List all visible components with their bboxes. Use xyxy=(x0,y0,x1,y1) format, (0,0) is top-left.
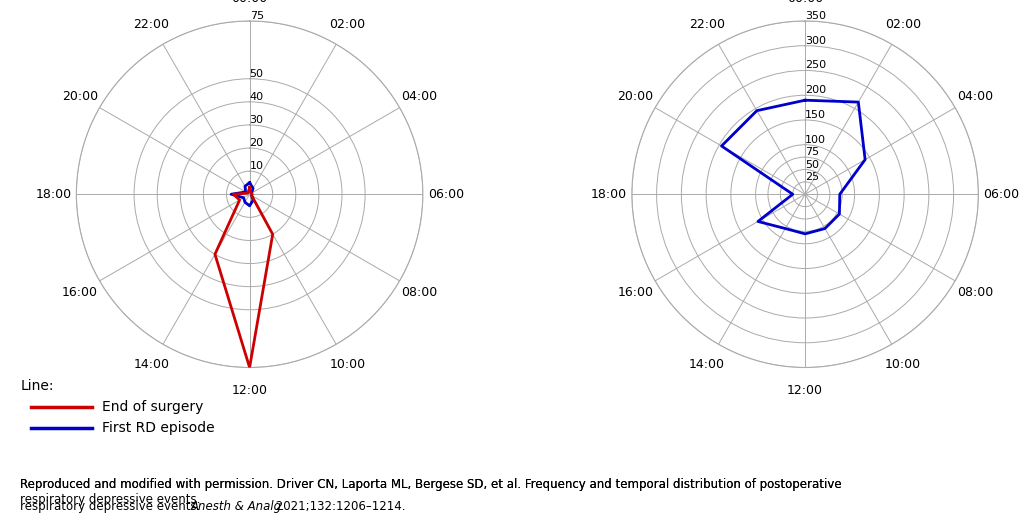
Text: Anesth & Analg.: Anesth & Analg. xyxy=(190,500,286,513)
Text: Line:: Line: xyxy=(20,379,54,393)
Text: 2021;132:1206–1214.: 2021;132:1206–1214. xyxy=(272,500,406,513)
Text: End of surgery: End of surgery xyxy=(102,400,204,414)
Text: Reproduced and modified with permission. Driver CN, Laporta ML, Bergese SD, et a: Reproduced and modified with permission.… xyxy=(20,478,842,491)
Text: Reproduced and modified with permission. Driver CN, Laporta ML, Bergese SD, et a: Reproduced and modified with permission.… xyxy=(20,478,842,506)
Text: First RD episode: First RD episode xyxy=(102,421,215,435)
Text: respiratory depressive events.: respiratory depressive events. xyxy=(20,500,205,513)
